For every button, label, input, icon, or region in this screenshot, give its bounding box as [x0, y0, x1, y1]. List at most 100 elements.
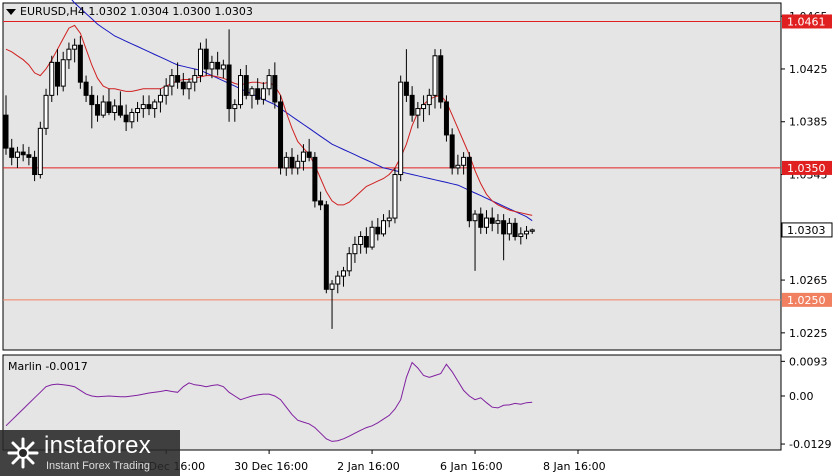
candle-bullish [186, 81, 192, 90]
current-price-label: 1.0303 [787, 224, 826, 237]
level-price-label: 1.0250 [787, 294, 826, 307]
candle-bearish [3, 114, 9, 149]
candle-bullish [340, 270, 346, 277]
candle-bullish [140, 104, 146, 110]
candle-bullish [163, 85, 169, 96]
candle-bullish [518, 233, 524, 238]
oscillator-axis-label: 0.00 [789, 390, 814, 403]
candle-bearish [312, 156, 318, 202]
candle-bearish [226, 64, 232, 110]
candle-bearish [54, 61, 60, 87]
time-axis-label: 2 Jan 16:00 [337, 460, 400, 473]
candle-bullish [152, 101, 158, 110]
candle-bullish [472, 213, 478, 222]
candle-bearish [306, 151, 312, 158]
level-price-tag [782, 292, 832, 307]
level-price-tag [782, 14, 832, 29]
candle-bearish [375, 226, 381, 235]
candle-bullish [421, 104, 427, 110]
candle-bullish [506, 222, 512, 235]
candle-bearish [438, 55, 444, 103]
candle-bearish [489, 217, 495, 224]
candle-bearish [9, 147, 15, 158]
candle-bullish [358, 236, 364, 245]
time-axis-label: 6 Jan 16:00 [440, 460, 503, 473]
oscillator-axis-label: -0.0129 [789, 438, 831, 451]
candle-bearish [323, 204, 329, 290]
price-axis-label: 1.0225 [789, 327, 828, 340]
candle-bullish [432, 55, 438, 96]
candle-bullish [295, 160, 301, 169]
candle-bullish [495, 220, 501, 224]
watermark-tagline: Instant Forex Trading [46, 460, 150, 472]
candle-bullish [249, 88, 255, 96]
candle-bearish [278, 101, 284, 169]
candle-bearish [106, 101, 112, 114]
candle-bearish [180, 81, 186, 90]
candle-bullish [197, 48, 203, 77]
candle-bullish [135, 108, 141, 114]
candle-bullish [461, 156, 467, 166]
candle-bearish [466, 156, 472, 222]
current-price-tag [781, 222, 833, 238]
candle-bullish [426, 94, 432, 106]
watermark-brand: instaforex [44, 432, 152, 459]
candle-bullish [43, 94, 49, 129]
candle-bullish [129, 112, 135, 123]
symbol-ohlc-title: EURUSD,H4 1.0302 1.0304 1.0300 1.0303 [20, 5, 253, 18]
candle-bearish [175, 75, 181, 83]
candle-bearish [203, 48, 209, 70]
candle-bullish [100, 101, 106, 116]
candle-bearish [272, 75, 278, 103]
candle-bullish [335, 275, 341, 285]
symbol-menu-arrow-icon[interactable] [6, 9, 16, 15]
price-axis-label: 1.0425 [789, 63, 828, 76]
candle-bullish [238, 75, 244, 106]
candle-bullish [369, 226, 375, 248]
candle-bearish [123, 114, 129, 123]
candle-bearish [403, 81, 409, 96]
candle-bullish [112, 105, 118, 114]
candle-bearish [89, 94, 95, 106]
candle-bearish [117, 105, 123, 116]
candle-bearish [318, 200, 324, 206]
candle-bullish [14, 151, 20, 158]
candle-bullish [529, 229, 535, 232]
candle-bullish [346, 253, 352, 272]
candle-bullish [49, 61, 55, 96]
price-axis-label: 1.0265 [789, 274, 828, 287]
candle-bullish [329, 283, 335, 290]
candle-bearish [255, 88, 261, 100]
candle-bearish [478, 213, 484, 228]
candle-bullish [524, 230, 530, 235]
candle-bearish [215, 61, 221, 70]
candle-bullish [415, 108, 421, 116]
candle-bearish [409, 94, 415, 116]
candle-bullish [300, 151, 306, 162]
candle-bullish [37, 127, 43, 176]
candle-bearish [32, 156, 38, 176]
candle-bullish [169, 75, 175, 87]
candle-bullish [455, 164, 461, 169]
candle-bullish [283, 156, 289, 169]
time-axis-label: 8 Jan 16:00 [543, 460, 606, 473]
candle-bullish [266, 75, 272, 90]
candle-bearish [77, 44, 83, 83]
candle-bullish [192, 75, 198, 83]
watermark: instaforex Instant Forex Trading [0, 430, 180, 476]
candle-bullish [72, 44, 78, 50]
instaforex-logo-icon [7, 437, 39, 469]
candle-bullish [381, 220, 387, 235]
candle-bearish [20, 151, 26, 156]
candle-bullish [386, 217, 392, 222]
candle-bullish [209, 61, 215, 70]
indicator-title: Marlin -0.0017 [8, 360, 88, 373]
candle-bullish [483, 217, 489, 228]
candle-bullish [260, 88, 266, 100]
candle-bullish [157, 94, 163, 103]
candle-bearish [501, 220, 507, 235]
candle-bearish [443, 101, 449, 136]
time-axis-label: 30 Dec 16:00 [234, 460, 308, 473]
candle-bearish [83, 81, 89, 96]
